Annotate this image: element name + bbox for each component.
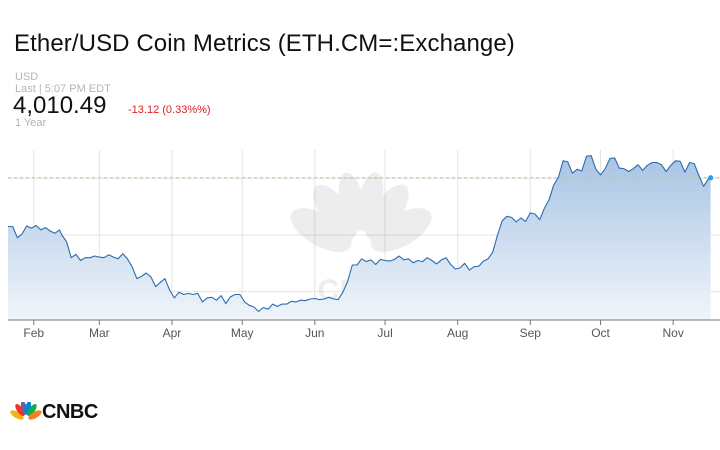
x-tick-label: Mar (89, 326, 110, 340)
price-area-fill (8, 155, 711, 320)
currency-label: USD (15, 71, 39, 83)
x-tick-label: Nov (662, 326, 683, 340)
x-axis: Feb Mar Apr May Jun Jul Aug Sep Oct Nov (23, 320, 684, 340)
price-change: -13.12 (0.33%%) (128, 104, 211, 116)
x-tick-label: Jul (377, 326, 392, 340)
last-price-marker (708, 175, 714, 181)
x-tick-label: Aug (447, 326, 468, 340)
cnbc-logo (10, 402, 42, 420)
x-tick-label: Oct (591, 326, 610, 340)
last-updated: Last | 5:07 PM EDT (15, 83, 111, 95)
x-tick-label: Jun (305, 326, 324, 340)
cnbc-logo-text: CNBC (42, 401, 98, 423)
x-tick-label: Feb (23, 326, 44, 340)
page-title: Ether/USD Coin Metrics (ETH.CM=:Exchange… (14, 30, 515, 57)
last-price: 4,010.49 (13, 92, 107, 119)
price-series-line (8, 155, 711, 313)
x-tick-label: May (231, 326, 254, 340)
x-tick-label: Apr (163, 326, 182, 340)
x-tick-label: Sep (520, 326, 542, 340)
period-label: 1 Year (15, 117, 47, 129)
